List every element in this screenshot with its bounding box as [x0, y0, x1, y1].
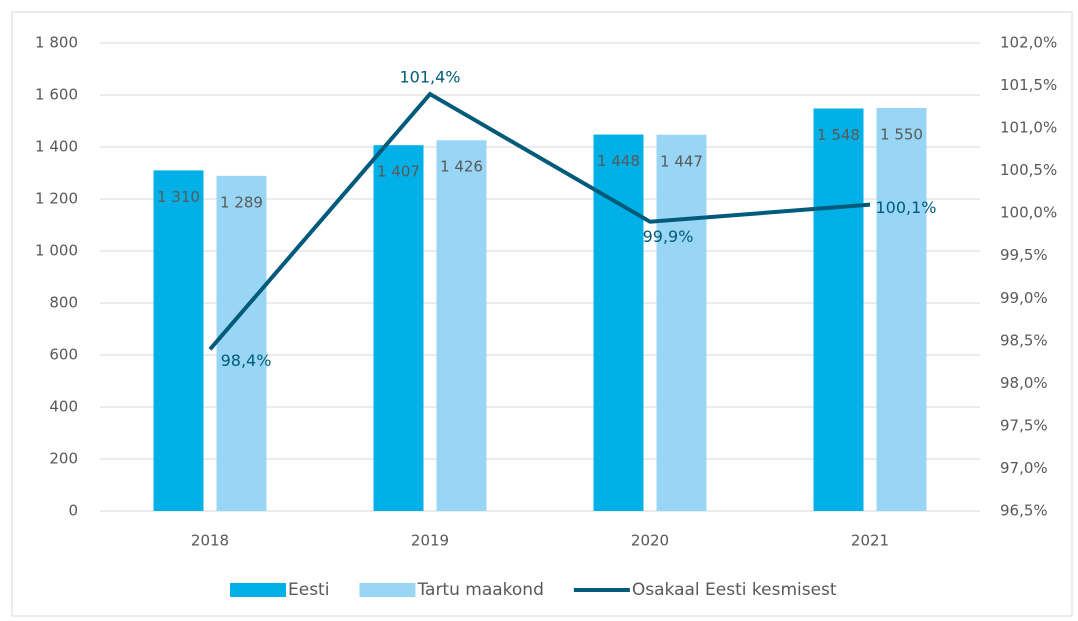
y-tick-label: 1 800: [35, 34, 78, 52]
x-tick-label: 2021: [851, 532, 889, 550]
y-tick-label: 1 400: [35, 138, 78, 156]
legend-label: Osakaal Eesti kesmisest: [632, 580, 837, 600]
y2-tick-label: 99,0%: [1000, 289, 1048, 307]
x-tick-label: 2018: [191, 532, 229, 550]
bar: [436, 140, 487, 512]
bar: [216, 175, 267, 512]
line-value-label: 98,4%: [221, 351, 272, 370]
line-value-label: 100,1%: [875, 198, 936, 217]
y-tick-label: 200: [49, 450, 78, 468]
bar: [876, 108, 927, 511]
bar-value-label: 1 310: [157, 188, 200, 206]
x-tick-label: 2020: [631, 532, 669, 550]
legend-label: Tartu maakond: [416, 580, 543, 600]
x-tick-label: 2019: [411, 532, 449, 550]
y2-tick-label: 98,5%: [1000, 331, 1048, 349]
y2-tick-label: 97,5%: [1000, 416, 1048, 434]
y-tick-label: 1 600: [35, 86, 78, 104]
bar: [153, 170, 204, 511]
y-tick-label: 600: [49, 346, 78, 364]
legend-label: Eesti: [288, 580, 329, 600]
bar-value-label: 1 448: [597, 152, 640, 170]
bar-value-label: 1 548: [817, 126, 860, 144]
line: [208, 91, 871, 351]
y-tick-label: 800: [49, 294, 78, 312]
bar: [593, 134, 644, 511]
bar-value-label: 1 550: [880, 126, 923, 144]
y-tick-label: 400: [49, 398, 78, 416]
bar-value-label: 1 289: [220, 193, 263, 211]
line-value-label: 101,4%: [399, 68, 460, 87]
y2-tick-label: 100,0%: [1000, 204, 1057, 222]
y2-tick-label: 101,5%: [1000, 76, 1057, 94]
bar: [656, 134, 707, 511]
y2-tick-label: 98,0%: [1000, 374, 1048, 392]
y-tick-label: 0: [68, 502, 78, 520]
y-tick-label: 1 200: [35, 190, 78, 208]
line-value-label: 99,9%: [643, 227, 694, 246]
legend-swatch: [359, 583, 416, 597]
y-tick-label: 1 000: [35, 242, 78, 260]
y2-tick-label: 102,0%: [1000, 34, 1057, 52]
y2-tick-label: 99,5%: [1000, 246, 1048, 264]
bar: [813, 108, 864, 512]
y2-tick-label: 97,0%: [1000, 459, 1048, 477]
y2-tick-label: 96,5%: [1000, 502, 1048, 520]
bar-value-label: 1 447: [660, 152, 703, 170]
bar-value-label: 1 407: [377, 163, 420, 181]
legend-swatch: [230, 583, 286, 597]
bar-value-label: 1 426: [440, 158, 483, 176]
y2-tick-label: 101,0%: [1000, 119, 1057, 137]
y2-tick-label: 100,5%: [1000, 161, 1057, 179]
bar: [373, 145, 424, 511]
